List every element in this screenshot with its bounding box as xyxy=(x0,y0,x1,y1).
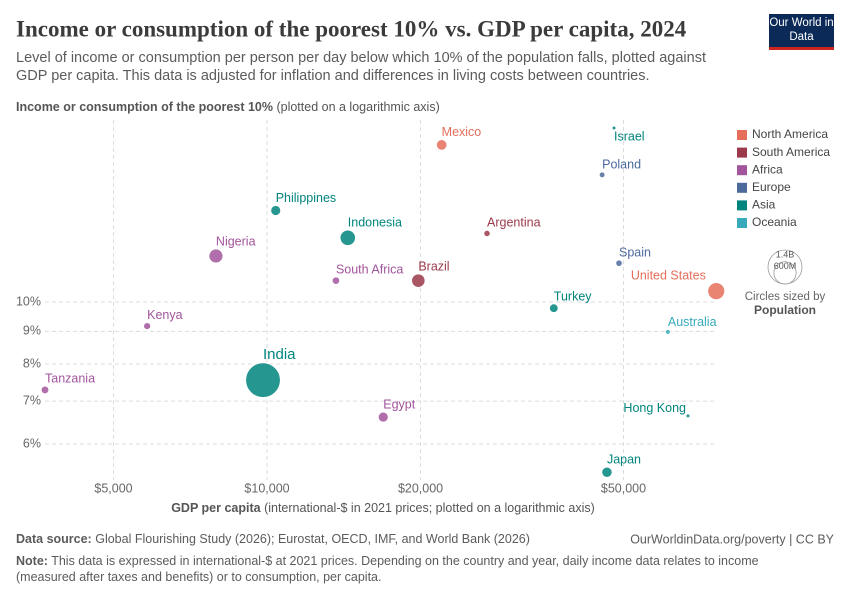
legend-swatch xyxy=(737,182,747,193)
point-label: Israel xyxy=(614,129,645,143)
x-tick-label: $20,000 xyxy=(398,481,443,495)
x-axis-note: (international-$ in 2021 prices; plotted… xyxy=(264,501,595,515)
legend-swatch xyxy=(737,130,747,140)
legend-label: Europe xyxy=(752,180,791,194)
x-tick-label: $5,000 xyxy=(94,481,132,495)
point xyxy=(436,139,448,151)
legend-label: Oceania xyxy=(752,215,797,229)
y-axis-note: (plotted on a logarithmic axis) xyxy=(276,100,439,114)
x-tick-label: $10,000 xyxy=(244,481,289,495)
note-label: Note: xyxy=(16,554,48,568)
point xyxy=(707,282,725,300)
x-axis-title: GDP per capita (international-$ in 2021 … xyxy=(171,501,595,515)
legend-swatch xyxy=(737,218,747,228)
size-legend-variable: Population xyxy=(754,303,816,317)
point-label: Indonesia xyxy=(348,215,402,229)
note-text: This data is expressed in international-… xyxy=(16,554,759,584)
point-label: Egypt xyxy=(383,398,415,412)
point-label: Japan xyxy=(607,453,641,467)
point xyxy=(411,273,426,288)
legend-label: Asia xyxy=(752,198,776,212)
point-label: United States xyxy=(631,268,706,282)
logo: Our World in Data xyxy=(769,14,834,50)
url: OurWorldinData.org/poverty | CC BY xyxy=(630,532,834,546)
note: Note: This data is expressed in internat… xyxy=(16,553,816,585)
point xyxy=(332,276,340,285)
point xyxy=(270,205,281,216)
point-label: Turkey xyxy=(554,289,592,303)
y-tick-label: 10% xyxy=(16,294,41,308)
point xyxy=(378,411,389,423)
size-legend-title: Circles sized by xyxy=(745,291,826,303)
point-label: Australia xyxy=(668,315,717,329)
point xyxy=(665,329,671,335)
point-label: Kenya xyxy=(147,308,182,322)
y-tick-label: 6% xyxy=(23,436,41,450)
source-text: Global Flourishing Study (2026); Eurosta… xyxy=(95,532,530,546)
legend-swatch xyxy=(737,147,747,158)
subtitle: Level of income or consumption per perso… xyxy=(16,50,706,84)
y-axis-title: Income or consumption of the poorest 10%… xyxy=(16,100,440,114)
point-label: Philippines xyxy=(276,191,336,205)
legend-swatch xyxy=(737,200,747,211)
x-axis-label: GDP per capita xyxy=(171,501,261,515)
y-tick-label: 8% xyxy=(23,356,41,370)
point xyxy=(611,125,617,131)
point-label: Mexico xyxy=(442,125,482,139)
point xyxy=(40,385,50,394)
point-label: Nigeria xyxy=(216,234,256,248)
point-label: India xyxy=(263,346,296,363)
legend-swatch xyxy=(737,165,747,176)
source: Data source: Global Flourishing Study (2… xyxy=(16,532,530,546)
y-tick-label: 9% xyxy=(23,324,41,338)
point xyxy=(208,248,224,264)
point xyxy=(599,171,606,178)
legend-label: North America xyxy=(752,127,828,141)
point-label: Brazil xyxy=(418,259,449,273)
size-legend-label: 1.4B xyxy=(776,249,795,259)
point xyxy=(601,466,613,478)
point-label: Argentina xyxy=(487,216,541,230)
x-tick-label: $50,000 xyxy=(601,481,646,495)
point xyxy=(245,362,281,398)
point xyxy=(549,303,559,313)
legend-label: Africa xyxy=(752,162,783,176)
point xyxy=(615,259,623,267)
source-label: Data source: xyxy=(16,532,92,546)
point xyxy=(685,413,691,418)
point-label: Hong Kong xyxy=(623,401,686,415)
point xyxy=(143,322,151,330)
point-label: South Africa xyxy=(336,262,403,276)
point-label: Poland xyxy=(602,157,641,171)
legend-label: South America xyxy=(752,145,830,159)
size-legend-circle xyxy=(773,261,797,285)
y-axis-label: Income or consumption of the poorest 10% xyxy=(16,100,273,114)
point xyxy=(483,230,491,237)
point-label: Spain xyxy=(619,245,651,259)
size-legend-label: 600M xyxy=(774,261,797,271)
chart-title: Income or consumption of the poorest 10%… xyxy=(16,16,687,41)
y-tick-label: 7% xyxy=(23,393,41,407)
point xyxy=(339,229,356,246)
point-label: Tanzania xyxy=(45,371,95,385)
